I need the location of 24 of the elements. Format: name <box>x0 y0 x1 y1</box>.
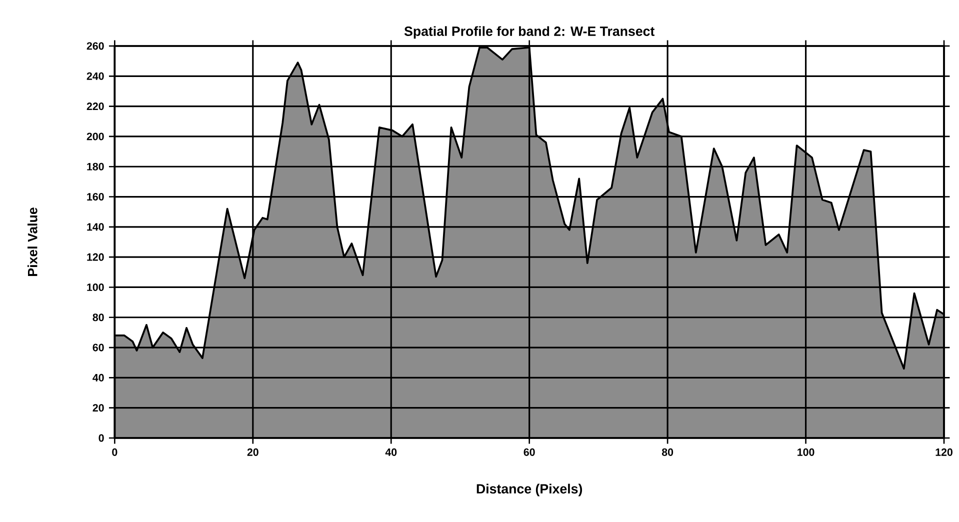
y-tick-label: 200 <box>86 132 104 140</box>
y-tick-label: 20 <box>92 404 104 412</box>
x-axis-title: Distance (Pixels) <box>476 484 582 496</box>
y-tick-label: 240 <box>86 72 104 80</box>
y-tick-label: 0 <box>98 434 104 442</box>
y-tick-label: 180 <box>87 162 104 170</box>
x-tick-label: 40 <box>385 448 397 456</box>
x-tick-label: 80 <box>662 448 674 456</box>
y-tick-label: 220 <box>86 102 104 110</box>
y-tick-label: 100 <box>87 283 104 292</box>
x-tick-label: 100 <box>798 448 814 456</box>
x-tick-label: 120 <box>936 448 952 456</box>
chart-title: Spatial Profile for band 2: W-E Transect <box>404 26 655 39</box>
y-tick-label: 120 <box>87 253 104 261</box>
y-tick-label: 40 <box>92 374 104 382</box>
y-axis-title: Pixel Value <box>28 208 38 276</box>
x-tick-label: 0 <box>112 448 118 456</box>
y-tick-label: 80 <box>92 314 104 322</box>
y-tick-label: 60 <box>92 344 104 352</box>
x-tick-label: 20 <box>247 448 258 456</box>
x-tick-label: 60 <box>524 448 535 456</box>
y-tick-label: 260 <box>86 42 104 50</box>
y-tick-label: 140 <box>87 223 104 231</box>
y-tick-label: 160 <box>87 192 104 201</box>
